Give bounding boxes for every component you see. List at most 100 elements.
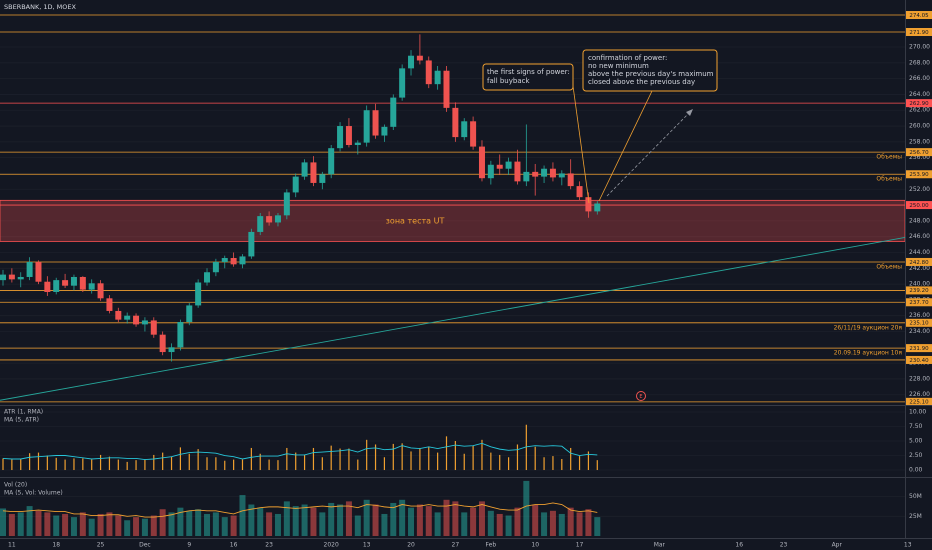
atr-bar — [543, 457, 545, 471]
atr-bar — [2, 458, 4, 471]
callout-text: no new minimum — [588, 62, 649, 70]
volume-bar — [79, 512, 86, 536]
atr-bar — [99, 454, 102, 471]
y-tick-label: 236.00 — [909, 312, 930, 319]
candle-body — [186, 305, 193, 323]
level-label-box — [906, 397, 932, 406]
candle-body — [204, 272, 211, 283]
level-label-box — [906, 148, 932, 157]
atr-bar — [374, 444, 377, 471]
volume-bar — [186, 510, 193, 536]
atr-bar — [570, 447, 572, 471]
y-tick-label: 2.50 — [909, 452, 923, 459]
atr-bar — [552, 456, 554, 471]
volume-bar — [567, 507, 574, 536]
y-tick-label: 270.00 — [909, 44, 930, 51]
candle-body — [17, 276, 24, 280]
candle-body — [292, 176, 299, 193]
volume-bar — [88, 518, 95, 536]
x-tick-label: 25 — [97, 542, 105, 549]
earnings-icon — [636, 391, 646, 401]
candle-body — [115, 310, 122, 320]
volume-bar — [434, 512, 441, 536]
level-label: 225.10 — [909, 400, 929, 406]
atr-bar — [20, 458, 22, 471]
candle-body — [274, 215, 281, 223]
candle-body — [150, 320, 157, 335]
atr-bar — [188, 453, 190, 471]
atr-bar — [179, 447, 181, 471]
atr-bar — [277, 460, 279, 471]
atr-bar — [233, 459, 235, 471]
volume-bar — [283, 501, 290, 536]
candle-body — [478, 146, 485, 179]
atr-bar — [303, 454, 306, 471]
candle-body — [283, 192, 290, 216]
level-label: 235.10 — [909, 321, 929, 327]
atr-bar — [295, 452, 297, 471]
atr-legend: MA (5, ATR) — [4, 417, 39, 424]
atr-bar — [286, 447, 288, 471]
volume-bar — [345, 501, 352, 536]
atr-legend: ATR (1, RMA) — [4, 409, 43, 416]
atr-bar — [339, 448, 341, 471]
atr-bar — [472, 445, 474, 471]
atr-bar — [224, 460, 226, 471]
candle-body — [443, 70, 450, 108]
atr-bar — [463, 453, 465, 471]
atr-bar — [516, 444, 519, 471]
candle-body — [141, 320, 148, 325]
volume-bar — [381, 513, 388, 536]
level-label-box — [906, 99, 932, 108]
atr-bar — [73, 458, 75, 471]
volume-bar — [558, 513, 565, 536]
candle-body — [168, 347, 175, 353]
volume-bar — [177, 507, 184, 536]
atr-bar — [82, 458, 84, 471]
levels: зона теста UT 274.05 271.90 262.90 256.70 Объ… — [0, 11, 932, 406]
callout-text: confirmation of power: — [588, 54, 667, 62]
volume-bar — [541, 512, 548, 536]
volume-bar — [452, 501, 459, 536]
volume-bar — [425, 506, 432, 536]
volume-bar — [443, 499, 450, 536]
y-tick-label: 266.00 — [909, 75, 930, 82]
x-tick-label: 18 — [52, 542, 60, 549]
volume-bar — [221, 517, 228, 536]
x-tick-label: 13 — [363, 542, 371, 549]
volume-bar — [576, 512, 583, 536]
atr-bar — [126, 461, 128, 471]
atr-bar — [410, 451, 412, 471]
candle-body — [381, 126, 388, 136]
candle-body — [239, 256, 246, 265]
candle-body — [221, 258, 228, 262]
atr-bar — [357, 459, 359, 471]
callout-box — [582, 49, 718, 92]
atr-bar — [117, 459, 119, 471]
level-label-box — [906, 355, 932, 364]
candle-body — [133, 315, 140, 325]
candle-body — [8, 274, 15, 280]
volume-bar — [150, 515, 157, 536]
volume-bar — [301, 504, 308, 536]
atr-bar — [490, 452, 492, 471]
volume-bar — [337, 504, 344, 536]
candle-body — [124, 315, 131, 320]
atr-bar — [587, 451, 590, 471]
candle-body — [301, 162, 308, 177]
arrow-head — [686, 109, 693, 116]
chart-title: SBERBANK, 1D, MOEX — [4, 3, 76, 11]
atr-bar — [64, 459, 66, 471]
y-tick-label: 268.00 — [909, 59, 930, 66]
y-tick-label: 258.00 — [909, 138, 930, 145]
atr-bar — [499, 454, 501, 471]
x-tick-label: 17 — [576, 542, 584, 549]
y-tick-label: 25M — [909, 513, 922, 520]
y-tick-label: 248.00 — [909, 217, 930, 224]
atr-bar — [46, 455, 48, 471]
atr-bar — [419, 447, 421, 471]
level-label: 262.90 — [909, 101, 929, 107]
candle-body — [576, 186, 583, 198]
volume-bar — [363, 499, 370, 536]
